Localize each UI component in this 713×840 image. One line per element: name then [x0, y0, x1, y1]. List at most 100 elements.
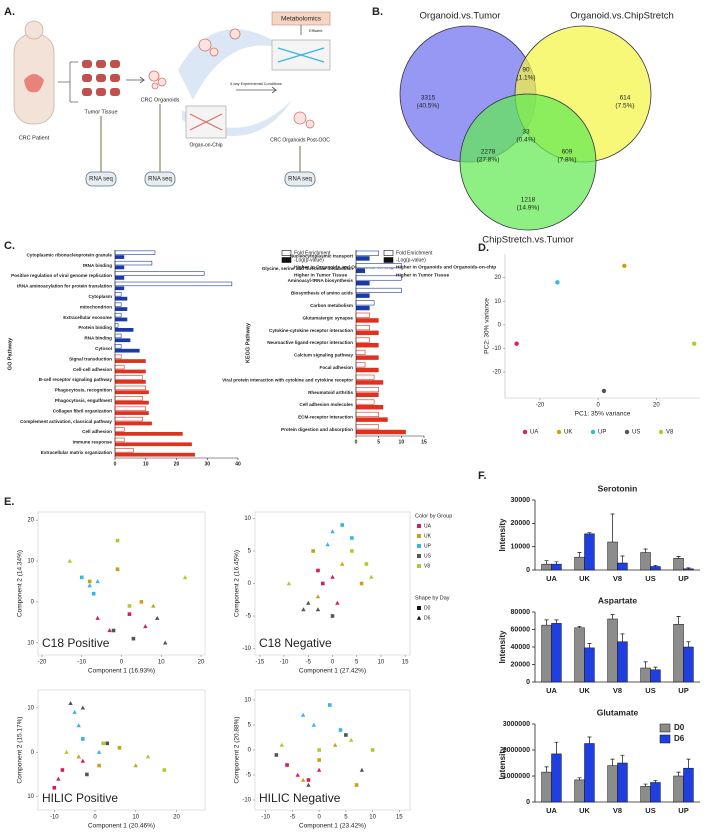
legend-swatch	[417, 564, 421, 568]
x-tick-label: 10	[399, 439, 405, 445]
rna-box	[144, 171, 176, 187]
venn-percent: (27.8%)	[477, 157, 500, 164]
fold-bar	[114, 396, 143, 401]
rna-box	[85, 171, 117, 187]
y-tick-label: 20000	[511, 661, 531, 668]
point	[338, 728, 343, 732]
x-tick-label: 0	[355, 439, 358, 445]
bar	[541, 624, 552, 683]
point	[182, 575, 188, 580]
pvalue-bar	[115, 276, 125, 280]
venn-count: 3315	[421, 95, 436, 102]
legend-label: US	[424, 553, 432, 559]
point	[139, 600, 144, 604]
y-tick-label: 20000	[511, 520, 531, 527]
term-label: Immune response	[73, 440, 113, 445]
x-tick-label: UP	[678, 574, 688, 583]
error-bar	[577, 777, 582, 780]
fold-bar	[114, 354, 122, 359]
x-tick-label: -10	[261, 815, 270, 821]
fold-bar	[114, 406, 147, 411]
x-tick-label: 10	[369, 815, 376, 821]
legend-label: D0	[424, 605, 431, 611]
fold-bar	[355, 349, 366, 355]
y-tick-label: 0	[248, 581, 252, 587]
error-bar	[686, 567, 691, 569]
legend-swatch	[590, 429, 596, 435]
point	[359, 767, 365, 772]
error-bar	[587, 532, 592, 534]
term-label: RNA binding	[84, 336, 112, 341]
pvalue-bar	[115, 442, 192, 447]
bar	[574, 627, 585, 683]
point	[76, 723, 81, 728]
point	[344, 733, 348, 737]
x-tick-label: -10	[50, 815, 59, 821]
label: RNA seq	[89, 177, 113, 183]
x-tick-label: -5	[306, 660, 312, 666]
venn-set-label: Organoid.vs.ChipStretch	[570, 11, 674, 22]
arrow	[236, 86, 278, 94]
x-tick-label: 15	[402, 660, 409, 666]
term-label: Calcium signaling pathway	[294, 353, 353, 358]
venn-count: 90	[522, 67, 530, 74]
point	[274, 753, 279, 757]
pvalue-bar	[115, 265, 125, 270]
fold-bar	[355, 399, 375, 405]
x-tick-label: 10	[132, 815, 139, 821]
bar	[607, 541, 618, 571]
bar	[617, 762, 628, 803]
pvalue-bar	[356, 380, 384, 385]
point	[96, 749, 102, 754]
chart-title: Aspartate	[598, 595, 637, 605]
x-tick-label: UA	[546, 686, 557, 695]
x-tick-label: UP	[678, 686, 688, 695]
term-label: Phagocytosis, engulfment	[55, 398, 113, 403]
term-label: Biosynthesis of amino acids	[291, 291, 353, 296]
y-axis-label: KEGG Pathway	[245, 322, 251, 363]
pvalue-bar	[115, 255, 125, 259]
term-label: Collagen fibril organization	[53, 408, 112, 413]
chart-title: Serotonin	[598, 483, 638, 493]
point	[97, 763, 101, 768]
fold-bar	[114, 427, 125, 432]
fold-bar	[355, 337, 370, 343]
point	[300, 712, 306, 717]
term-label: tRNA binding	[83, 263, 112, 268]
point	[163, 640, 168, 645]
y-tick-label: 30000	[511, 497, 531, 504]
term-label: tRNA aminoacylation for protein translat…	[17, 284, 112, 289]
term-label: Protein binding	[78, 325, 112, 330]
pvalue-bar	[115, 338, 131, 343]
error-bar	[610, 614, 615, 619]
arrow	[126, 76, 146, 84]
legend-label: V8	[424, 563, 430, 569]
pvalue-bar	[115, 452, 195, 457]
y-axis-label: Component 2 (15.17%)	[17, 716, 24, 783]
x-tick-label: 10	[378, 660, 385, 666]
legend-note: Higher in Organoids and Organoids-on-chi…	[396, 264, 496, 270]
bar	[650, 782, 661, 803]
bar	[640, 786, 651, 803]
fold-bar	[114, 333, 122, 339]
fold-bar	[355, 325, 370, 331]
plot-frame	[37, 511, 206, 656]
panel-label: B.	[372, 6, 383, 18]
point	[311, 722, 316, 727]
bar	[617, 562, 628, 571]
pvalue-bar	[356, 417, 388, 422]
error-bar	[587, 736, 592, 744]
term-label: Cytosol	[95, 346, 112, 351]
x-tick-label: 15	[396, 815, 403, 821]
chip-channel	[277, 47, 325, 63]
x-tick-label: 20	[653, 403, 660, 409]
pvalue-bar	[115, 307, 128, 311]
point	[60, 768, 65, 772]
fold-bar	[114, 416, 143, 422]
bar	[617, 641, 628, 683]
point	[317, 748, 321, 752]
x-tick-label: 20	[173, 815, 180, 821]
point	[91, 591, 96, 596]
legend-note: Higher in Tumor Tissue	[294, 272, 347, 278]
venn-percent: (7.5%)	[615, 103, 634, 110]
